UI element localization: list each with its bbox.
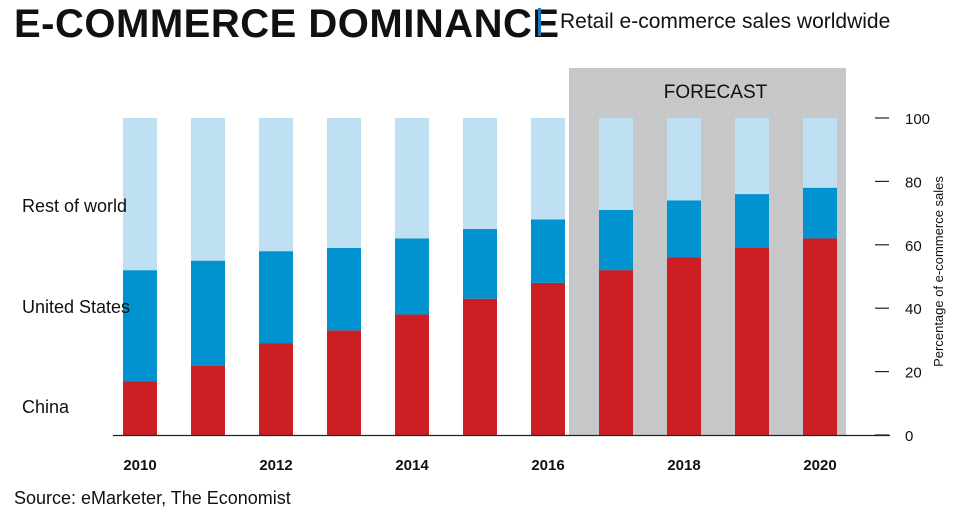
bar-segment-china-2018 bbox=[667, 257, 701, 435]
bar-segment-china-2013 bbox=[327, 330, 361, 435]
bar-segment-united-states-2016 bbox=[531, 219, 565, 283]
series-label-rest-of-world: Rest of world bbox=[22, 196, 127, 216]
bar-segment-rest-of-world-2020 bbox=[803, 118, 837, 188]
bar-segment-united-states-2019 bbox=[735, 194, 769, 248]
bar-segment-china-2014 bbox=[395, 314, 429, 435]
bar-segment-united-states-2011 bbox=[191, 260, 225, 366]
x-tick-label: 2018 bbox=[667, 457, 700, 474]
y-tick-label: 40 bbox=[905, 301, 922, 318]
series-label-united-states: United States bbox=[22, 297, 130, 317]
forecast-label: FORECAST bbox=[664, 82, 768, 103]
bar-segment-rest-of-world-2015 bbox=[463, 118, 497, 229]
bar-segment-rest-of-world-2012 bbox=[259, 118, 293, 252]
bar-segment-united-states-2017 bbox=[599, 209, 633, 271]
y-tick-label: 0 bbox=[905, 428, 913, 445]
page-subtitle: Retail e-commerce sales worldwide bbox=[560, 10, 891, 33]
x-tick-label: 2020 bbox=[803, 457, 836, 474]
bar-segment-china-2016 bbox=[531, 282, 565, 435]
bar-segment-united-states-2014 bbox=[395, 238, 429, 315]
title-separator bbox=[538, 8, 541, 36]
x-tick-label: 2012 bbox=[259, 457, 292, 474]
bar-segment-china-2012 bbox=[259, 343, 293, 435]
bar-segment-rest-of-world-2010 bbox=[123, 118, 157, 271]
y-tick-label: 20 bbox=[905, 365, 922, 382]
bar-segment-china-2017 bbox=[599, 270, 633, 435]
x-tick-label: 2010 bbox=[123, 457, 156, 474]
bar-segment-rest-of-world-2011 bbox=[191, 118, 225, 261]
bar-segment-rest-of-world-2013 bbox=[327, 118, 361, 248]
bar-segment-rest-of-world-2017 bbox=[599, 118, 633, 210]
bar-segment-united-states-2010 bbox=[123, 270, 157, 382]
y-tick-label: 100 bbox=[905, 111, 930, 128]
bar-segment-united-states-2012 bbox=[259, 251, 293, 344]
bar-segment-rest-of-world-2014 bbox=[395, 118, 429, 239]
bar-segment-united-states-2020 bbox=[803, 187, 837, 239]
bar-segment-united-states-2015 bbox=[463, 228, 497, 299]
y-axis-label: Percentage of e-commerce sales bbox=[931, 176, 946, 367]
x-tick-label: 2016 bbox=[531, 457, 564, 474]
y-tick-label: 60 bbox=[905, 238, 922, 255]
x-tick-label: 2014 bbox=[395, 457, 429, 474]
bar-segment-united-states-2013 bbox=[327, 247, 361, 331]
bar-segment-china-2011 bbox=[191, 365, 225, 435]
series-label-china: China bbox=[22, 397, 70, 417]
bar-segment-china-2015 bbox=[463, 298, 497, 435]
bar-segment-china-2019 bbox=[735, 247, 769, 435]
bar-segment-rest-of-world-2016 bbox=[531, 118, 565, 220]
bar-segment-united-states-2018 bbox=[667, 200, 701, 258]
page-title: E-COMMERCE DOMINANCE bbox=[14, 2, 560, 46]
source-note: Source: eMarketer, The Economist bbox=[14, 488, 291, 508]
bar-segment-rest-of-world-2019 bbox=[735, 118, 769, 195]
bar-segment-china-2020 bbox=[803, 238, 837, 435]
y-tick-label: 80 bbox=[905, 174, 922, 191]
bar-segment-rest-of-world-2018 bbox=[667, 118, 701, 201]
bar-segment-china-2010 bbox=[123, 381, 157, 435]
